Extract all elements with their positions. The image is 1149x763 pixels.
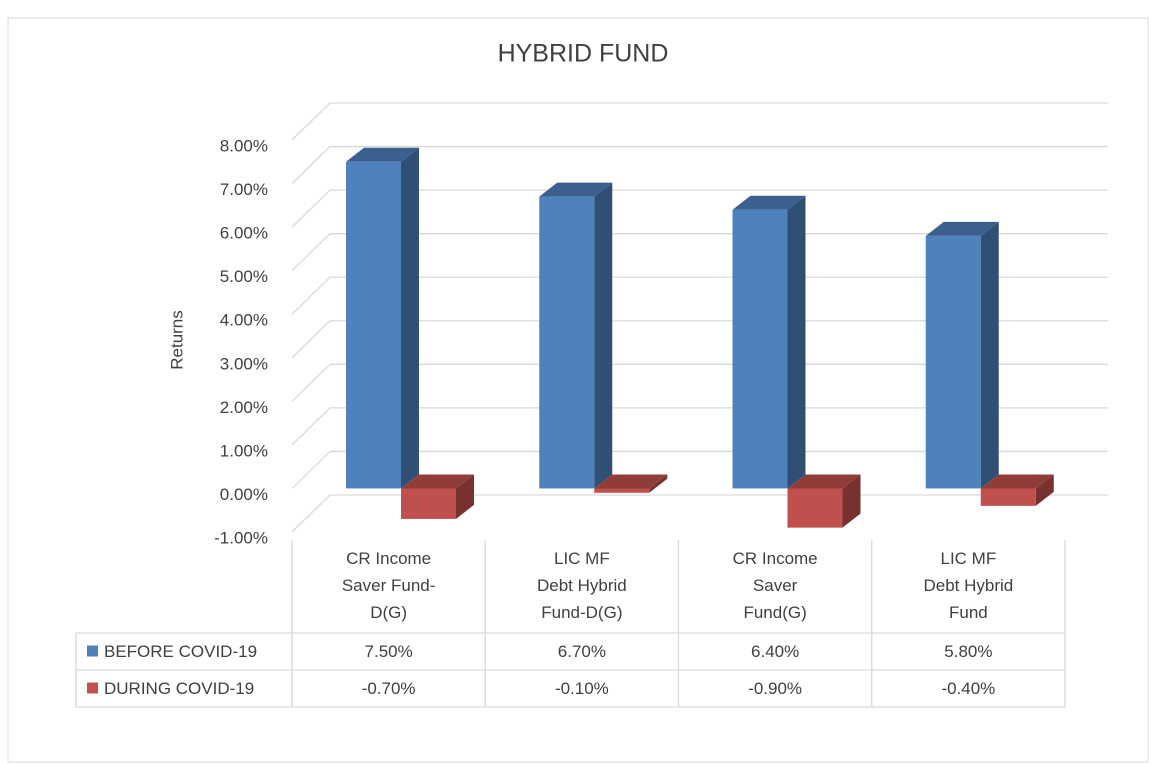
x-tick-line: Fund(G) xyxy=(743,603,806,622)
bar-top xyxy=(539,182,613,197)
bar-side xyxy=(787,195,806,489)
data-label: 6.70% xyxy=(558,642,606,661)
bar-side xyxy=(842,474,861,528)
bar xyxy=(594,474,668,493)
data-label: -0.90% xyxy=(748,679,802,698)
x-tick-line: Debt Hybrid xyxy=(923,576,1013,595)
y-tick-label: 7.00% xyxy=(220,180,268,199)
x-tick-line: Fund-D(G) xyxy=(541,603,622,622)
y-tick-label: 3.00% xyxy=(220,354,268,373)
y-tick-label: 6.00% xyxy=(220,224,268,243)
y-tick-label: -1.00% xyxy=(214,528,268,547)
x-tick-label: LIC MF Debt Hybrid Fund-D(G) xyxy=(537,549,627,622)
y-tick-label: 8.00% xyxy=(220,136,268,155)
x-tick-line: CR Income xyxy=(733,549,818,568)
bar-front xyxy=(732,209,788,489)
bar xyxy=(346,147,419,489)
data-label: 6.40% xyxy=(751,642,799,661)
y-tick-label: 0.00% xyxy=(220,485,268,504)
grid-line xyxy=(291,102,1108,141)
x-tick-line: Fund xyxy=(949,603,988,622)
legend-label: DURING COVID-19 xyxy=(104,679,254,698)
x-tick-label: CR Income Saver Fund(G) xyxy=(733,549,818,622)
x-tick-label: LIC MF Debt Hybrid Fund xyxy=(923,549,1013,622)
grid-line xyxy=(291,407,1108,446)
x-tick-line: CR Income xyxy=(346,549,431,568)
x-tick-label: CR Income Saver Fund- D(G) xyxy=(342,549,436,622)
bar xyxy=(539,182,613,489)
bar-side xyxy=(456,474,474,519)
data-label: -0.70% xyxy=(362,679,416,698)
bar-side xyxy=(594,182,613,489)
x-tick-line: Saver xyxy=(753,576,798,595)
bar-top xyxy=(732,195,806,210)
bar-top xyxy=(594,474,668,489)
y-tick-label: 1.00% xyxy=(220,441,268,460)
y-tick-label: 2.00% xyxy=(220,398,268,417)
bar-front xyxy=(539,196,595,489)
bar xyxy=(980,474,1054,506)
bar-front xyxy=(594,488,650,493)
data-label: -0.40% xyxy=(941,679,995,698)
bar xyxy=(732,195,806,489)
x-tick-line: D(G) xyxy=(370,603,407,622)
x-tick-line: Saver Fund- xyxy=(342,576,436,595)
bar xyxy=(401,474,474,519)
grid-line xyxy=(291,450,1108,489)
bar-side xyxy=(1035,474,1054,506)
bar xyxy=(925,221,999,489)
bar-side xyxy=(649,474,668,493)
grid-line xyxy=(291,320,1108,359)
grid-line xyxy=(291,189,1108,228)
data-label: -0.10% xyxy=(555,679,609,698)
bar-side xyxy=(401,147,419,489)
bar-front xyxy=(787,488,843,528)
chart-title: HYBRID FUND xyxy=(498,40,669,68)
legend-label: BEFORE COVID-19 xyxy=(104,642,257,661)
grid-line xyxy=(291,363,1108,402)
grid-line xyxy=(291,233,1108,272)
bar-top xyxy=(346,147,419,162)
x-tick-line: Debt Hybrid xyxy=(537,576,627,595)
bar-side xyxy=(980,221,999,489)
legend-key xyxy=(87,645,98,657)
grid-line xyxy=(291,276,1108,315)
bar-front xyxy=(401,488,456,519)
bar-front xyxy=(980,488,1036,506)
y-axis-label: Returns xyxy=(167,310,186,370)
bar-front xyxy=(925,235,981,489)
legend-key xyxy=(87,682,98,694)
bar-top xyxy=(787,474,861,489)
bar-top xyxy=(401,474,474,489)
y-tick-label: 5.00% xyxy=(220,267,268,286)
bar-top xyxy=(925,221,999,236)
data-label: 7.50% xyxy=(365,642,413,661)
bar xyxy=(787,474,861,528)
bar-front xyxy=(346,161,401,489)
x-tick-line: LIC MF xyxy=(554,549,610,568)
bar-top xyxy=(980,474,1054,489)
grid-line xyxy=(291,145,1108,185)
y-tick-label: 4.00% xyxy=(220,311,268,330)
data-label: 5.80% xyxy=(944,642,992,661)
x-tick-line: LIC MF xyxy=(941,549,997,568)
